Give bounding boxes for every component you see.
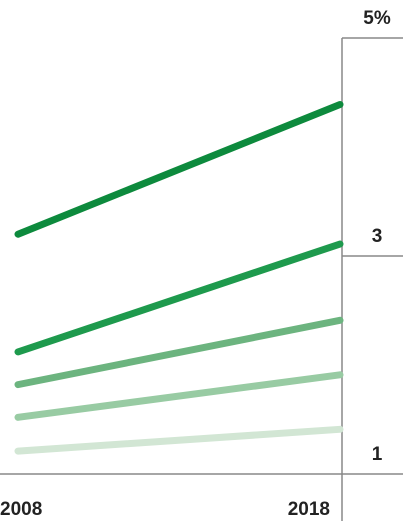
series-line xyxy=(14,371,344,421)
y-tick-label: 3 xyxy=(372,226,383,247)
series-line xyxy=(14,100,344,238)
series-line xyxy=(14,240,344,356)
x-tick-label: 2018 xyxy=(288,499,330,520)
series-line xyxy=(14,425,344,455)
y-tick-label: 1 xyxy=(372,444,383,465)
y-tick-label: 5% xyxy=(363,8,391,29)
x-tick-label: 2008 xyxy=(0,499,42,520)
series-line xyxy=(14,316,344,389)
